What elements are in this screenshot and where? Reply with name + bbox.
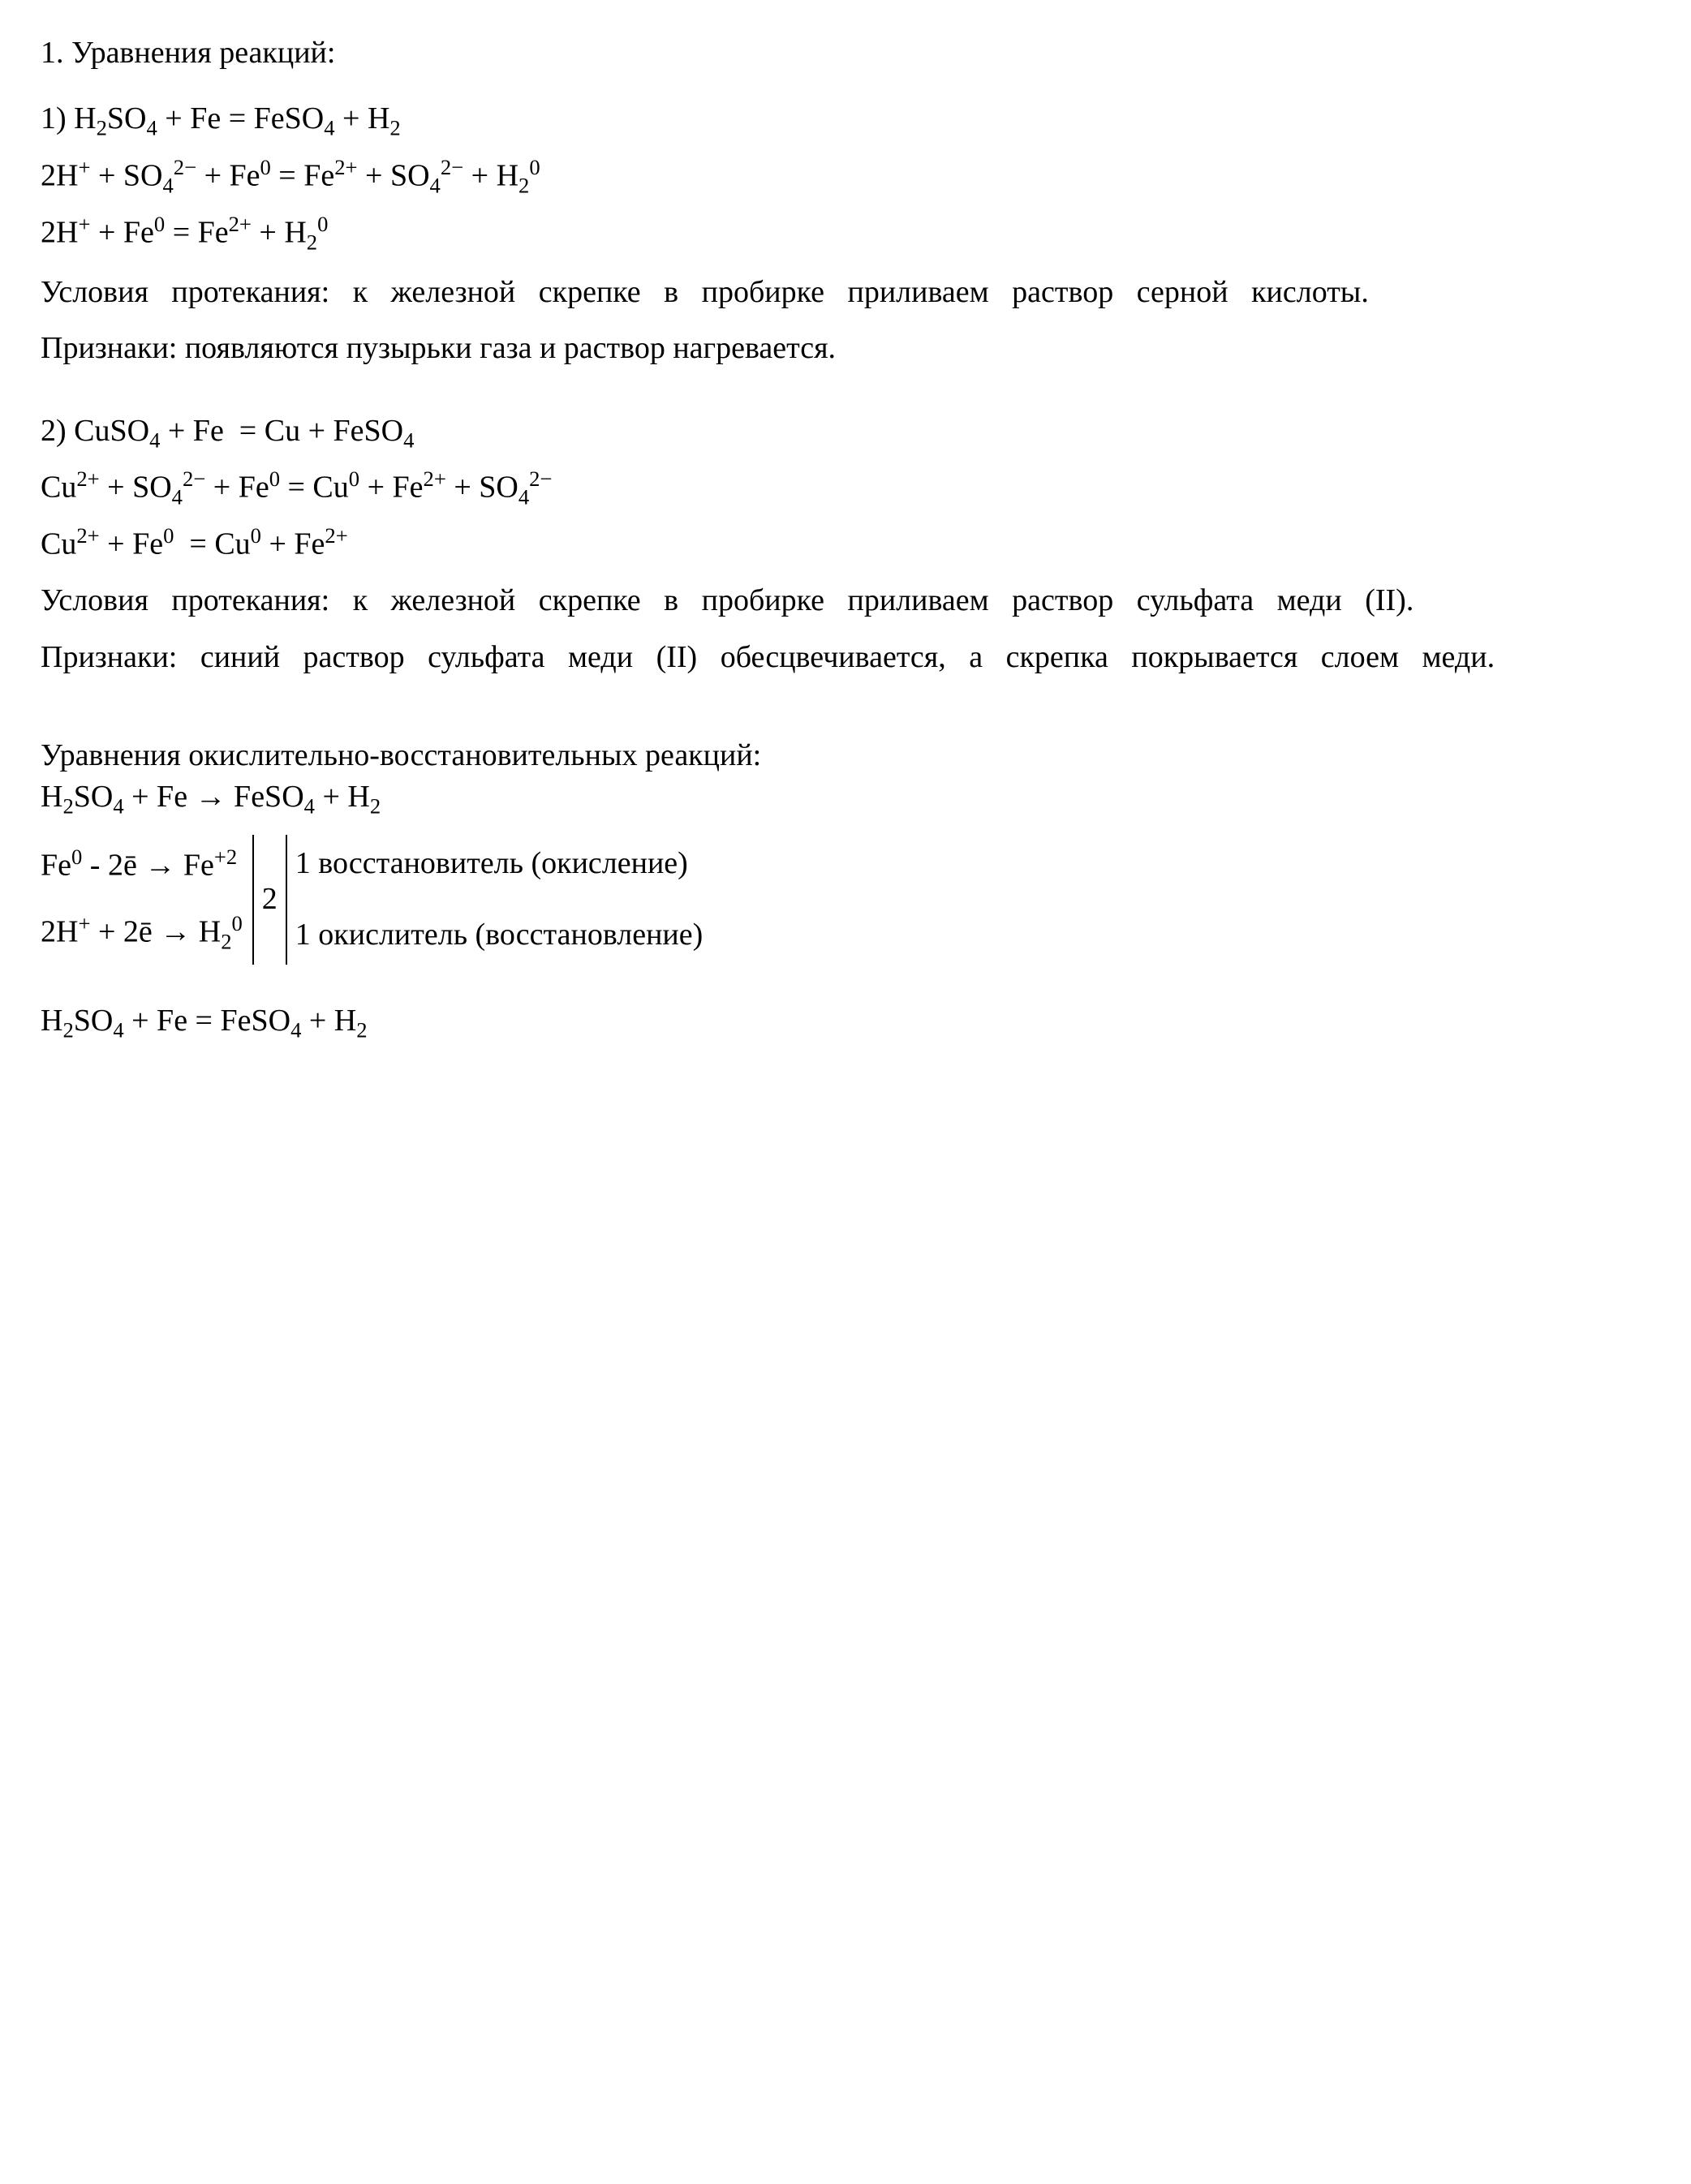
- eq-1-1: 1) H2SO4 + Fe = FeSO4 + H2: [41, 98, 1650, 143]
- conditions-1: Условия протекания: к железной скрепке в…: [41, 272, 1650, 313]
- signs-1: Признаки: появляются пузырьки газа и рас…: [41, 328, 1650, 369]
- eq-2-1: 2) CuSO4 + Fe = Cu + FeSO4: [41, 411, 1650, 455]
- half-reaction-2-left: 2H+ + 2ē → H20: [41, 898, 243, 968]
- balance-left-col: Fe0 - 2ē → Fe+2 2H+ + 2ē → H20: [41, 832, 252, 968]
- half-reaction-1-right: 1 восстановитель (окисление): [295, 832, 703, 896]
- balance-mid: 2: [254, 832, 286, 968]
- eq-2-3: Cu2+ + Fe0 = Cu0 + Fe2+: [41, 522, 1650, 565]
- eq-1-2: 2H+ + SO42− + Fe0 = Fe2+ + SO42− + H20: [41, 153, 1650, 200]
- half-reaction-2-right: 1 окислитель (восстановление): [295, 903, 703, 967]
- electron-balance: Fe0 - 2ē → Fe+2 2H+ + 2ē → H20 2 1 восст…: [41, 832, 1650, 968]
- half-reaction-1-left: Fe0 - 2ē → Fe+2: [41, 832, 243, 898]
- balance-right-col: 1 восстановитель (окисление) 1 окислител…: [287, 832, 703, 968]
- eq-1-3: 2H+ + Fe0 = Fe2+ + H20: [41, 210, 1650, 257]
- signs-2: Признаки: синий раствор сульфата меди (I…: [41, 637, 1650, 678]
- redox-title: Уравнения окислительно-восстановительных…: [41, 735, 1650, 776]
- heading-problem: 1. Уравнения реакций:: [41, 32, 1650, 74]
- redox-final: H2SO4 + Fe = FeSO4 + H2: [41, 1000, 1650, 1045]
- conditions-2: Условия протекания: к железной скрепке в…: [41, 580, 1650, 621]
- eq-2-2: Cu2+ + SO42− + Fe0 = Cu0 + Fe2+ + SO42−: [41, 465, 1650, 512]
- redox-eq-1: H2SO4 + Fe → FeSO4 + H2: [41, 776, 1650, 821]
